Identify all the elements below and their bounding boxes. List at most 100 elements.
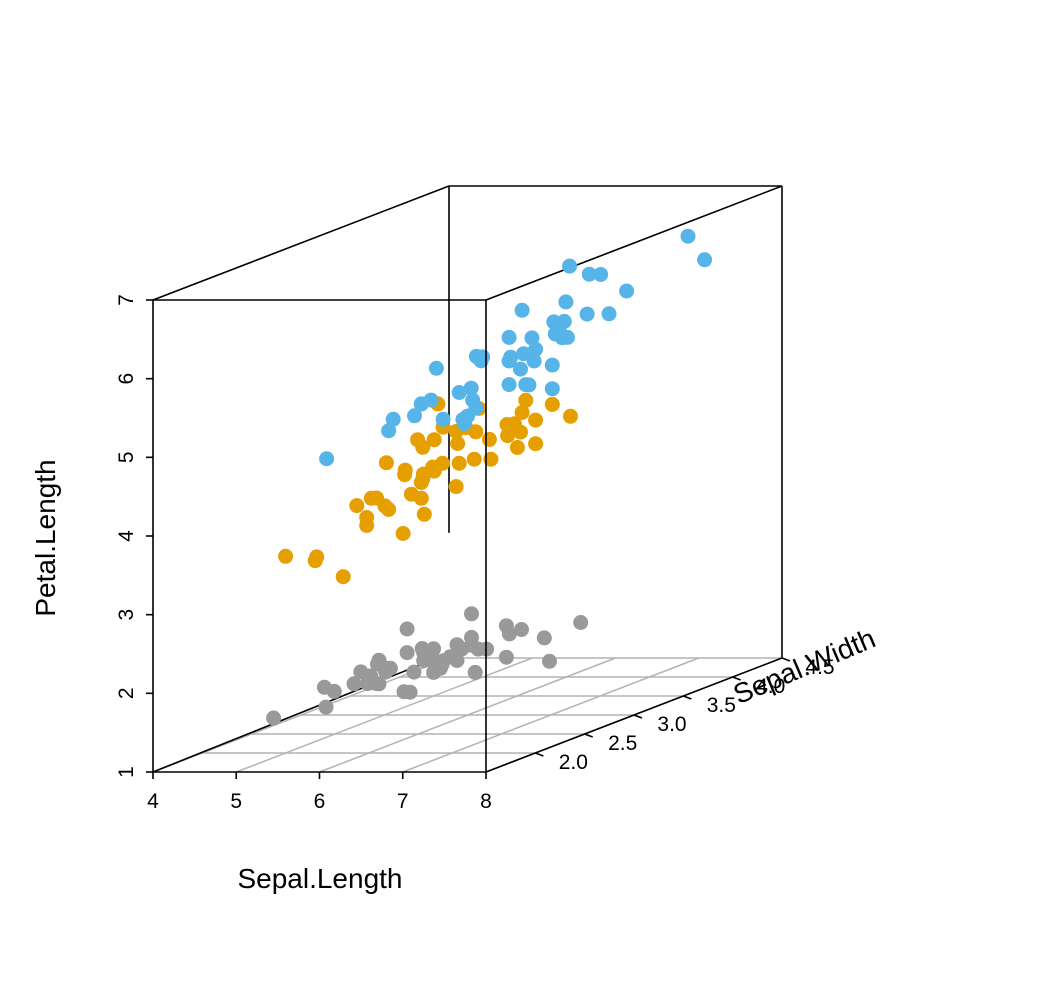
data-point-series-1	[426, 664, 442, 680]
data-point-series-3	[428, 360, 444, 376]
y-tick-label: 4.0	[756, 675, 785, 698]
box-back-edges	[152, 185, 783, 773]
y-tick-mark	[683, 695, 692, 700]
data-point-series-1	[470, 641, 486, 657]
data-point-series-3	[501, 329, 517, 345]
z-tick-label: 7	[115, 294, 138, 306]
data-point-series-3	[473, 353, 489, 369]
data-point-series-1	[573, 615, 589, 630]
data-point-series-2	[425, 459, 441, 475]
data-point-series-2	[378, 455, 394, 471]
z-tick-label: 4	[115, 530, 138, 542]
data-point-series-1	[406, 664, 422, 680]
data-point-series-2	[369, 490, 384, 506]
data-point-series-3	[319, 451, 335, 467]
data-point-series-2	[481, 431, 497, 447]
data-point-series-2	[403, 486, 419, 502]
data-point-series-3	[516, 346, 532, 362]
tick-labels: 4 5 6 7 8 1 2 3 4 5 6 7 2.0 2.5 3.0 3.5 4.0 4.5	[115, 294, 835, 813]
data-point-series-2	[395, 526, 411, 541]
y-tick-mark	[584, 733, 593, 738]
data-point-series-2	[410, 432, 426, 448]
y-tick-mark	[633, 714, 643, 719]
data-point-series-2	[528, 436, 544, 452]
data-point-series-2	[335, 569, 351, 585]
box-edge	[152, 185, 450, 301]
data-point-series-1	[464, 629, 479, 645]
data-point-series-2	[426, 432, 442, 448]
data-point-series-1	[424, 653, 440, 668]
x-tick-label: 4	[147, 790, 159, 813]
data-point-series-2	[518, 392, 534, 408]
y-axis-label: Sepal.Width	[729, 622, 880, 710]
data-point-series-2	[349, 498, 365, 514]
x-axis-label: Sepal.Length	[237, 863, 402, 894]
data-point-series-3	[546, 314, 562, 330]
data-point-series-3	[381, 423, 397, 439]
data-point-series-1	[464, 606, 479, 622]
data-point-series-2	[448, 479, 464, 495]
z-axis-label: Petal.Length	[30, 459, 61, 616]
data-point-series-3	[562, 258, 578, 274]
data-point-series-3	[601, 306, 617, 322]
data-point-series-1	[536, 630, 552, 646]
data-point-series-2	[450, 436, 466, 451]
data-points	[266, 228, 713, 726]
data-point-series-1	[467, 664, 483, 680]
data-point-series-2	[466, 451, 482, 467]
data-point-series-3	[619, 283, 635, 299]
data-point-series-3	[559, 329, 575, 345]
data-point-series-2	[307, 553, 323, 569]
box-edge	[152, 652, 450, 773]
x-tick-label: 8	[480, 790, 492, 813]
data-point-series-1	[318, 699, 334, 715]
y-tick-label: 2.5	[608, 732, 637, 755]
data-point-series-2	[499, 417, 515, 432]
data-point-series-1	[399, 645, 415, 661]
data-point-series-2	[514, 405, 530, 420]
x-tick-label: 5	[230, 790, 242, 813]
data-point-series-1	[454, 641, 470, 657]
data-point-series-3	[514, 302, 530, 318]
data-point-series-1	[266, 710, 282, 726]
data-point-series-3	[547, 326, 563, 342]
data-point-series-3	[581, 266, 597, 282]
data-point-series-3	[460, 408, 475, 424]
data-point-series-3	[558, 294, 574, 310]
data-point-series-2	[544, 396, 560, 412]
z-tick-label: 3	[115, 609, 138, 621]
floor-grid	[152, 657, 783, 773]
data-point-series-3	[593, 267, 609, 282]
data-point-series-3	[544, 357, 560, 373]
x-tick-label: 6	[314, 790, 326, 813]
z-tick-label: 6	[115, 373, 138, 385]
x-tick-label: 7	[397, 790, 409, 813]
data-point-series-1	[396, 684, 412, 700]
data-point-series-1	[449, 653, 465, 668]
data-point-series-3	[524, 330, 540, 346]
data-point-series-3	[501, 377, 517, 393]
data-point-series-3	[465, 392, 481, 408]
data-point-series-1	[378, 664, 394, 680]
data-point-series-1	[326, 683, 342, 699]
data-point-series-3	[518, 377, 534, 393]
data-point-series-3	[526, 353, 542, 369]
y-tick-mark	[732, 676, 741, 681]
data-point-series-2	[359, 517, 375, 533]
data-point-series-3	[503, 349, 519, 365]
data-point-series-3	[680, 228, 696, 244]
data-point-series-2	[415, 471, 431, 487]
y-tick-label: 3.5	[707, 694, 736, 717]
z-tick-label: 2	[115, 687, 138, 699]
data-point-series-1	[514, 622, 529, 637]
data-point-series-1	[363, 668, 379, 684]
data-point-series-2	[483, 451, 499, 467]
y-tick-label: 2.0	[559, 751, 588, 774]
data-point-series-3	[463, 380, 479, 396]
data-point-series-2	[509, 440, 525, 455]
data-point-series-2	[563, 408, 578, 424]
y-tick-label: 3.0	[657, 713, 686, 736]
data-point-series-2	[397, 467, 413, 483]
data-point-series-3	[697, 252, 713, 268]
data-point-series-2	[528, 412, 544, 428]
